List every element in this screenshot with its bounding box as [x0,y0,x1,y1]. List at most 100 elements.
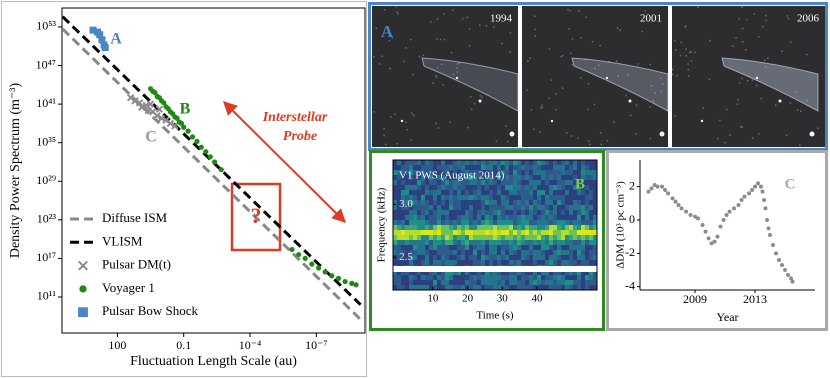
spectrogram-cell [449,170,454,176]
y-axis-label: Density Power Spectrum (m⁻³) [8,83,23,259]
image-noise [719,119,721,122]
spectrogram-cell [493,285,498,291]
spectrogram-cell [393,225,398,231]
spectrogram-cell [473,245,478,251]
spectrogram-cell [393,175,398,181]
image-noise [570,52,572,55]
image-noise [526,89,528,91]
spectrogram-cell [489,200,494,206]
image-noise [652,100,655,102]
data-point [703,229,708,234]
spectrogram-cell [545,225,550,231]
spectrogram-cell [477,270,482,276]
spectrogram-cell [469,175,474,181]
spectrogram-cell [405,250,410,256]
spectrogram-cell [573,165,578,171]
spectrogram-cell [561,195,566,201]
spectrogram-cell [461,240,466,246]
spectrogram-cell [409,210,414,216]
spectrogram-cell [473,200,478,206]
spectrogram-cell [437,165,442,171]
spectrogram-cell [421,245,426,251]
spectrogram-cell [401,235,406,241]
spectrogram-cell [513,275,518,281]
image-noise [641,30,644,33]
spectrogram-cell [569,215,574,221]
image-noise [509,32,512,34]
spectrogram-cell [577,215,582,221]
spectrogram-cell [437,175,442,181]
spectrogram-cell [409,160,414,166]
spectrogram-cell [549,210,554,216]
image-noise [651,20,654,23]
spectrogram-cell [537,240,542,246]
spectrogram-cell [557,170,562,176]
spectrogram-cell [533,215,538,221]
spectrogram-cell [429,170,434,176]
spectrogram-cell [397,180,402,186]
spectrogram-cell [457,285,462,291]
spectrogram-cell [557,205,562,211]
spectrogram-cell [553,165,558,171]
spectrogram-cell [425,165,430,171]
spectrogram-cell [509,180,514,186]
spectrogram-cell [589,275,594,281]
spectrogram-cell [393,215,398,221]
spectrogram-cell [533,175,538,181]
spectrogram-cell [521,185,526,191]
spectrogram-cell [469,215,474,221]
spectrogram-cell [521,280,526,286]
spectrogram-cell [397,245,402,251]
image-noise [481,96,483,99]
spectrogram-cell [493,170,498,176]
spectrogram-cell [517,175,522,181]
spectrogram-cell [533,220,538,226]
spectrogram-cell [397,195,402,201]
spectrogram-cell [421,235,426,241]
panel-label: A [381,22,394,41]
spectrogram-cell [481,245,486,251]
image-noise [389,67,391,70]
spectrogram-cell [481,190,486,196]
spectrogram-cell [465,175,470,181]
spectrogram-cell [593,270,598,276]
spectrogram-cell [473,230,478,236]
spectrogram-cell [413,225,418,231]
spectrogram-cell [429,280,434,286]
data-point [789,276,794,281]
y-tick-label: 10⁵³ [36,19,56,33]
image-noise [599,44,601,47]
x-marker [157,114,166,122]
spectrogram-cell [481,205,486,211]
spectrogram-cell [397,210,402,216]
spectrogram-cell [441,190,446,196]
dot-marker [178,120,185,126]
spectrogram-cell [589,205,594,211]
image-noise [452,73,455,76]
spectrogram-cell [529,255,534,261]
spectrogram-cell [401,205,406,211]
spectrogram-cell [425,225,430,231]
spectrogram-cell [569,205,574,211]
spectrogram-cell [537,200,542,206]
annotation: C [145,129,157,146]
spectrogram-cell [449,180,454,186]
spectrogram-cell [465,190,470,196]
spectrogram-cell [505,210,510,216]
spectrogram-cell [537,165,542,171]
image-noise [674,115,677,117]
image-noise [615,60,618,62]
image-noise [548,48,551,50]
image-noise [570,135,573,137]
spectrogram-cell [533,280,538,286]
spectrogram-cell [417,215,422,221]
spectrogram-cell [429,200,434,206]
dot-marker [174,115,180,121]
spectrogram-cell [397,270,402,276]
spectrogram-cell [529,185,534,191]
data-point [715,234,720,239]
spectrogram-cell [529,270,534,276]
spectrogram-cell [469,205,474,211]
spectrogram-cell [513,220,518,226]
spectrogram-cell [405,275,410,281]
